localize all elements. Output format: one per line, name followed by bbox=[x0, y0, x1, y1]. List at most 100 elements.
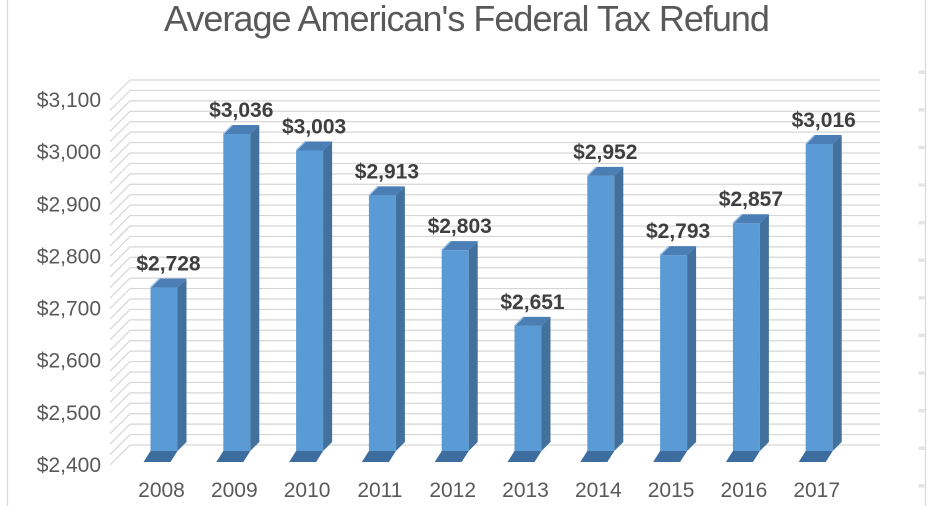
bar-top-highlight bbox=[659, 245, 670, 256]
worksheet-row-tick bbox=[918, 220, 925, 225]
bar-value-label: $3,003 bbox=[282, 115, 346, 138]
bar-base-2017 bbox=[798, 451, 833, 462]
worksheet-row-tick bbox=[918, 408, 925, 413]
bar-value-label: $2,913 bbox=[355, 160, 419, 183]
bar-base-2009 bbox=[216, 451, 251, 462]
bar-front-2016 bbox=[732, 223, 760, 451]
worksheet-row-tick bbox=[918, 296, 925, 300]
worksheet-row-tick bbox=[918, 258, 925, 262]
bar-top-highlight bbox=[586, 166, 597, 177]
bar-top-highlight bbox=[514, 316, 524, 327]
bar-front-2011 bbox=[368, 195, 396, 451]
y-axis-tick-label: $2,400 bbox=[37, 454, 101, 477]
bar-top-highlight bbox=[222, 124, 233, 135]
side-wall-gridline bbox=[109, 267, 131, 289]
side-wall-gridline bbox=[109, 173, 131, 195]
side-wall-gridline bbox=[109, 121, 131, 143]
bar-base-2013 bbox=[507, 451, 542, 462]
side-wall-gridline bbox=[109, 194, 131, 216]
side-wall-gridline bbox=[109, 277, 131, 299]
side-wall-gridline bbox=[109, 215, 131, 236]
bar-front-2013 bbox=[514, 325, 542, 451]
bar-side-2010 bbox=[323, 141, 333, 452]
x-axis-category-label: 2015 bbox=[648, 479, 695, 502]
bar-side-2017 bbox=[832, 134, 842, 451]
bar-value-label: $3,036 bbox=[209, 99, 273, 122]
bar-top-highlight bbox=[732, 213, 743, 224]
y-axis-tick-label: $2,600 bbox=[37, 350, 101, 373]
bar-base-2015 bbox=[653, 451, 688, 462]
bar-side-2014 bbox=[614, 166, 624, 452]
bar-side-2009 bbox=[250, 125, 260, 451]
x-axis-category-label: 2010 bbox=[284, 479, 331, 502]
side-wall-gridline bbox=[109, 79, 131, 101]
worksheet-row-tick bbox=[918, 145, 925, 150]
bar-front-2012 bbox=[441, 250, 469, 451]
bar-side-2008 bbox=[177, 278, 187, 451]
side-wall-gridline bbox=[109, 350, 131, 372]
x-axis-category-label: 2008 bbox=[138, 479, 185, 502]
bar-value-label: $2,728 bbox=[136, 253, 201, 276]
side-wall-gridline bbox=[109, 444, 131, 466]
side-wall-gridline bbox=[109, 142, 131, 163]
side-wall-gridline bbox=[109, 246, 131, 268]
worksheet-row-tick bbox=[918, 484, 925, 488]
side-wall-gridline bbox=[109, 225, 131, 247]
worksheet-row-tick bbox=[918, 108, 925, 112]
side-wall-gridline bbox=[109, 434, 131, 455]
side-wall-gridline bbox=[109, 110, 131, 132]
bar-value-label: $2,793 bbox=[646, 220, 710, 243]
bar-front-2017 bbox=[805, 143, 833, 451]
side-wall-gridline bbox=[109, 298, 131, 320]
bar-top-2013 bbox=[514, 316, 551, 326]
bar-value-label: $2,857 bbox=[719, 188, 783, 211]
side-wall-gridline bbox=[109, 309, 131, 330]
bar-top-highlight bbox=[441, 240, 452, 251]
bar-side-2016 bbox=[759, 214, 769, 451]
bar-base-2008 bbox=[143, 451, 178, 462]
bar-base-2014 bbox=[580, 451, 615, 462]
bar-top-2015 bbox=[660, 246, 697, 256]
side-wall-gridline bbox=[109, 256, 131, 278]
bar-value-label: $3,016 bbox=[792, 109, 856, 132]
side-wall-gridline bbox=[109, 319, 131, 341]
side-wall-gridline bbox=[109, 371, 131, 393]
bar-top-highlight bbox=[295, 140, 306, 151]
y-axis-tick-label: $3,000 bbox=[37, 141, 101, 164]
side-wall-gridline bbox=[109, 340, 131, 362]
y-axis-tick-label: $2,800 bbox=[37, 245, 101, 268]
side-wall-gridline bbox=[109, 90, 131, 111]
y-axis-tick-label: $2,900 bbox=[37, 193, 101, 216]
bar-front-2015 bbox=[660, 255, 688, 451]
bar-base-2016 bbox=[725, 451, 760, 462]
x-axis-category-label: 2009 bbox=[211, 479, 258, 502]
bar-front-2008 bbox=[150, 287, 178, 451]
bar-value-label: $2,651 bbox=[500, 291, 565, 314]
side-wall-gridline bbox=[109, 152, 131, 174]
side-wall-gridline bbox=[109, 329, 131, 351]
side-wall-gridline bbox=[109, 100, 131, 122]
side-wall-gridline bbox=[109, 402, 131, 424]
x-axis-category-label: 2011 bbox=[357, 479, 402, 502]
bar-value-label: $2,952 bbox=[573, 141, 637, 164]
worksheet-row-tick bbox=[918, 183, 925, 187]
bar-top-highlight bbox=[805, 134, 816, 145]
y-axis-tick-label: $3,100 bbox=[37, 89, 101, 112]
bar-front-2009 bbox=[223, 134, 251, 452]
x-axis-category-label: 2016 bbox=[721, 479, 768, 502]
worksheet-row-tick bbox=[918, 70, 925, 74]
bar-side-2013 bbox=[541, 316, 551, 451]
bar-base-2012 bbox=[434, 451, 469, 462]
bar-top-2012 bbox=[441, 241, 478, 251]
bar-top-highlight bbox=[368, 185, 379, 196]
side-wall-gridline bbox=[109, 382, 131, 403]
side-wall-gridline bbox=[109, 131, 131, 153]
bar-side-2015 bbox=[687, 246, 697, 451]
worksheet-row-tick bbox=[918, 371, 925, 375]
bar-value-label: $2,803 bbox=[428, 215, 492, 238]
y-axis-tick-label: $2,500 bbox=[37, 402, 101, 425]
bar-top-2017 bbox=[805, 134, 842, 144]
chart-title: Average American's Federal Tax Refund bbox=[164, 0, 770, 39]
